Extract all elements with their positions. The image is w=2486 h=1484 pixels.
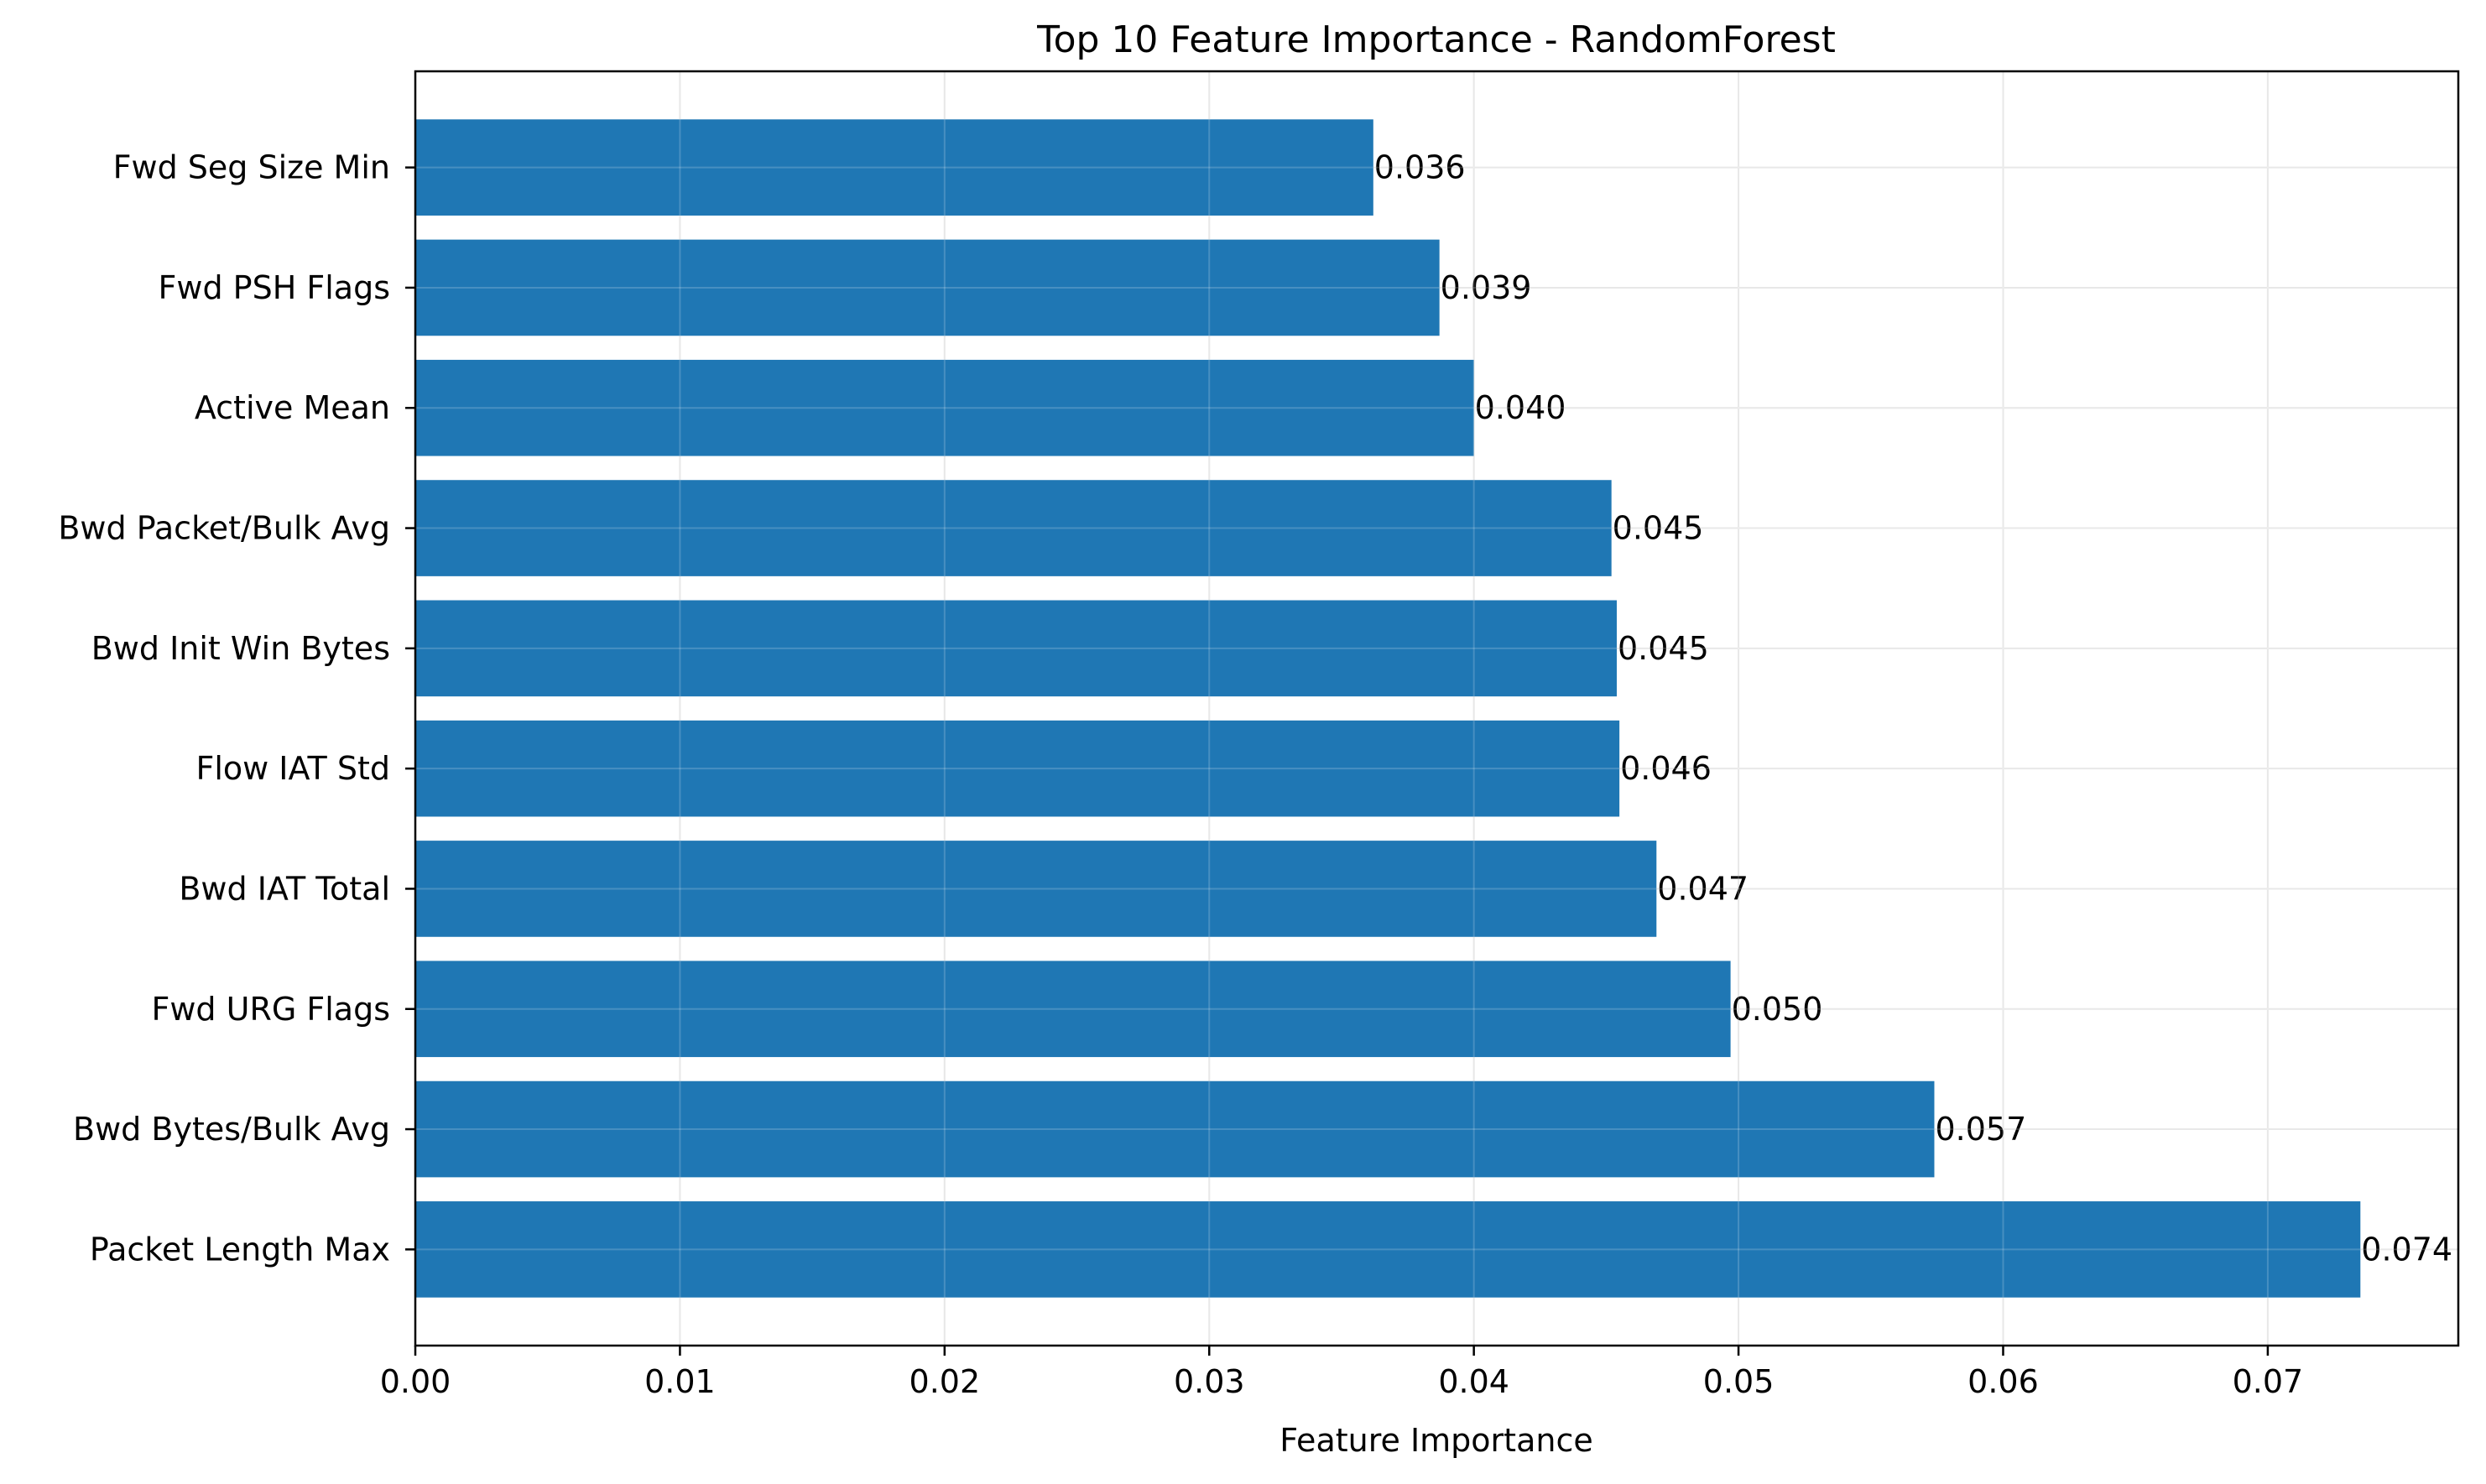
bar xyxy=(415,720,1620,817)
y-tick-label: Bwd Packet/Bulk Avg xyxy=(58,510,390,547)
axes-layer: 0.00 0.01 0.02 0.03 0.04 0.05 0.06 0.07 Packet L… xyxy=(58,70,2460,1400)
x-tick-label: 0.06 xyxy=(1967,1363,2039,1400)
x-tick-label: 0.03 xyxy=(1174,1363,1245,1400)
bar xyxy=(415,119,1373,216)
x-tick-label: 0.07 xyxy=(2233,1363,2304,1400)
x-tick-label: 0.05 xyxy=(1703,1363,1775,1400)
bar-value-label: 0.039 xyxy=(1441,269,1532,306)
x-axis-label: Feature Importance xyxy=(1279,1422,1592,1459)
bar xyxy=(415,239,1440,336)
bar-value-label: 0.046 xyxy=(1620,750,1712,787)
bar xyxy=(415,359,1474,456)
plot-frame xyxy=(414,70,2460,1347)
y-tick-label: Bwd Init Win Bytes xyxy=(91,630,390,667)
y-tick-label: Active Mean xyxy=(195,389,390,426)
bar xyxy=(415,841,1657,937)
x-tick-label: 0.01 xyxy=(644,1363,716,1400)
y-tick-label: Fwd PSH Flags xyxy=(159,269,390,306)
chart-title: Top 10 Feature Importance - RandomForest xyxy=(1036,18,1836,61)
x-tick-label: 0.00 xyxy=(380,1363,451,1400)
y-tick-label: Fwd URG Flags xyxy=(152,991,391,1028)
bar-value-label: 0.040 xyxy=(1475,389,1566,426)
bar-value-label: 0.036 xyxy=(1374,149,1466,186)
y-tick-label: Bwd IAT Total xyxy=(179,870,390,907)
value-labels-layer: 0.074 0.057 0.050 0.047 0.046 0.045 0.045 0.040… xyxy=(414,71,2458,1346)
bar xyxy=(415,1201,2361,1298)
bar-value-label: 0.047 xyxy=(1657,870,1749,907)
x-tick-label: 0.02 xyxy=(909,1363,981,1400)
bar xyxy=(415,600,1617,697)
bar xyxy=(415,961,1731,1058)
y-tick-label: Fwd Seg Size Min xyxy=(113,149,390,186)
y-tick-label: Bwd Bytes/Bulk Avg xyxy=(73,1111,390,1148)
bar-value-label: 0.045 xyxy=(1618,630,1709,667)
bar-value-label: 0.074 xyxy=(2361,1231,2452,1268)
bar xyxy=(415,1080,1935,1178)
bar-value-label: 0.057 xyxy=(1935,1111,2026,1148)
bar xyxy=(415,480,1612,576)
y-tick-label: Packet Length Max xyxy=(90,1231,390,1268)
bars-layer xyxy=(415,119,2361,1298)
bar-value-label: 0.050 xyxy=(1732,991,1823,1028)
x-tick-label: 0.04 xyxy=(1438,1363,1509,1400)
bar-value-label: 0.045 xyxy=(1613,510,1704,547)
y-tick-label: Flow IAT Std xyxy=(195,750,390,787)
